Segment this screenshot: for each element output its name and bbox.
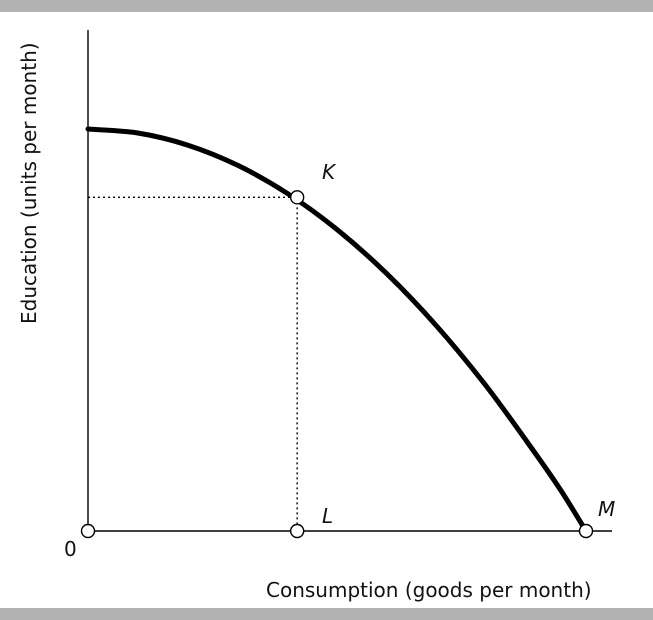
point-m-marker	[578, 523, 594, 539]
y-axis-label: Education (units per month)	[17, 42, 41, 324]
guide-lines	[88, 196, 298, 531]
origin-label: 0	[64, 537, 77, 561]
bottom-border-bar	[0, 608, 653, 620]
point-origin-marker	[80, 523, 96, 539]
x-axis-label: Consumption (goods per month)	[266, 578, 592, 602]
point-l-marker	[289, 523, 305, 539]
point-label-l: L	[322, 504, 333, 528]
point-label-m: M	[598, 497, 615, 521]
point-markers	[80, 190, 594, 539]
point-k-marker	[289, 190, 305, 205]
point-label-k: K	[322, 160, 337, 184]
production-possibilities-curve	[85, 126, 589, 534]
top-border-bar	[0, 0, 653, 12]
